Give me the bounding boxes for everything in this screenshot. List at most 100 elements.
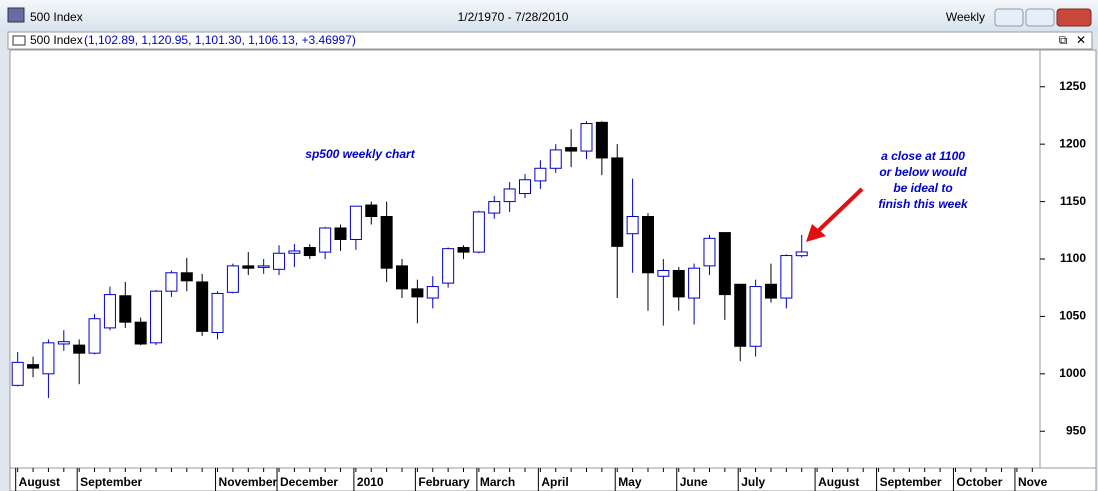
y-tick-label: 1050 [1059,309,1086,323]
x-tick-label: March [480,475,515,489]
minimize-button[interactable] [994,8,1024,27]
x-tick-label: September [880,475,942,489]
candle-body [319,227,332,253]
x-tick-label: August [818,475,859,489]
candle-body [380,216,393,269]
candle-body [334,227,347,240]
candle-body [519,179,531,195]
candle-body [503,188,516,203]
candle-body [641,216,654,274]
candle-body [411,288,424,298]
candle-body [365,204,378,218]
candle-body [211,292,224,333]
x-tick-label: October [956,475,1002,489]
candle-body [27,364,40,369]
candle-body [88,318,101,354]
candle-body [303,247,316,257]
annotation: or below would [879,165,967,179]
candle-body [472,211,485,253]
y-tick-label: 1100 [1060,251,1086,265]
candle-body [165,272,178,292]
candle-body [764,283,777,299]
candle-body [57,341,70,345]
legend-icon [12,35,26,46]
candle-body [626,216,639,235]
y-tick-label: 1150 [1060,194,1086,208]
plot-area [9,49,1041,469]
candle-body [688,267,701,299]
candle-body [257,265,270,268]
x-tick-label: September [80,475,142,489]
y-tick-label: 950 [1066,423,1086,437]
y-tick-label: 1000 [1059,366,1086,380]
x-tick-label: June [680,475,708,489]
arrow-head [806,224,826,242]
candle-body [196,281,209,332]
candle-body [565,147,578,152]
annotation: a close at 1100 [881,149,965,163]
close-button[interactable] [1056,8,1092,27]
candle-body [119,295,132,323]
y-tick-label: 1200 [1059,136,1086,150]
close-pane[interactable]: ✕ [1076,33,1086,47]
x-tick-label: November [219,475,278,489]
annotation: sp500 weekly chart [305,147,415,161]
x-tick-label: 2010 [357,475,384,489]
candle-body [442,248,455,284]
candle-body [488,201,501,214]
candle-body [749,286,762,347]
x-axis-panel [9,467,1097,491]
restore-pane[interactable]: ⧉ [1059,33,1068,47]
title-bar [0,0,1098,31]
candle-body [549,149,562,169]
x-tick-label: August [19,475,60,489]
candle-body [595,121,608,159]
candle-body [134,321,147,345]
candle-body [580,122,593,152]
x-tick-label: April [541,475,568,489]
candle-body [734,283,747,347]
candle-body [11,361,24,386]
annotation: be ideal to [893,181,952,195]
legend-bar [7,31,1093,50]
candle-body [611,157,624,247]
date-range: 1/2/1970 - 7/28/2010 [458,10,569,24]
maximize-button[interactable] [1025,8,1055,27]
candle-body [226,265,239,293]
candle-body [780,255,793,299]
y-axis-panel [1039,49,1097,469]
x-tick-label: December [280,475,338,489]
candle-body [242,265,255,269]
annotation: finish this week [878,197,969,211]
candle-body [426,286,439,299]
x-tick-label: Nove [1018,475,1048,489]
x-tick-label: July [741,475,765,489]
candle-body [703,237,716,267]
legend-name: 500 Index [30,33,83,47]
candle-body [150,290,163,344]
candle-body [795,251,808,257]
legend-values: (1,102.89, 1,120.95, 1,101.30, 1,106.13,… [84,33,356,47]
candle-body [273,252,286,270]
candle-body [42,342,55,375]
candle-body [180,272,193,282]
x-tick-label: May [618,475,642,489]
app-icon [7,7,25,23]
candle-body [457,247,470,253]
candle-body [657,269,670,277]
y-tick-label: 1250 [1059,79,1086,93]
candle-body [534,167,547,182]
candle-body [349,205,362,240]
candle-body [672,269,685,298]
candle-body [73,344,86,354]
arrow-shaft [814,187,864,235]
window-title: 500 Index [30,10,83,24]
candle-body [288,250,301,254]
candle-body [396,265,409,290]
period: Weekly [946,10,985,24]
candle-body [103,294,116,329]
candle-body [718,232,731,296]
x-tick-label: February [418,475,470,489]
